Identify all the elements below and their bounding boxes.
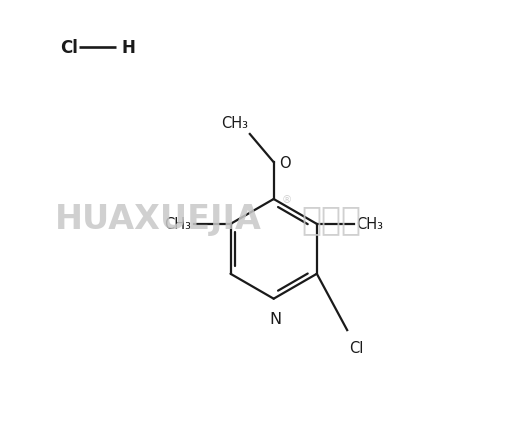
Text: CH₃: CH₃	[356, 217, 383, 232]
Text: 化学加: 化学加	[302, 202, 362, 236]
Text: O: O	[279, 155, 291, 170]
Text: Cl: Cl	[60, 39, 78, 57]
Text: N: N	[270, 311, 282, 326]
Text: HUAXUEJIA: HUAXUEJIA	[55, 202, 262, 236]
Text: H: H	[122, 39, 136, 57]
Text: CH₃: CH₃	[221, 115, 248, 131]
Text: ®: ®	[282, 194, 292, 205]
Text: Cl: Cl	[349, 340, 364, 355]
Text: CH₃: CH₃	[164, 217, 191, 232]
